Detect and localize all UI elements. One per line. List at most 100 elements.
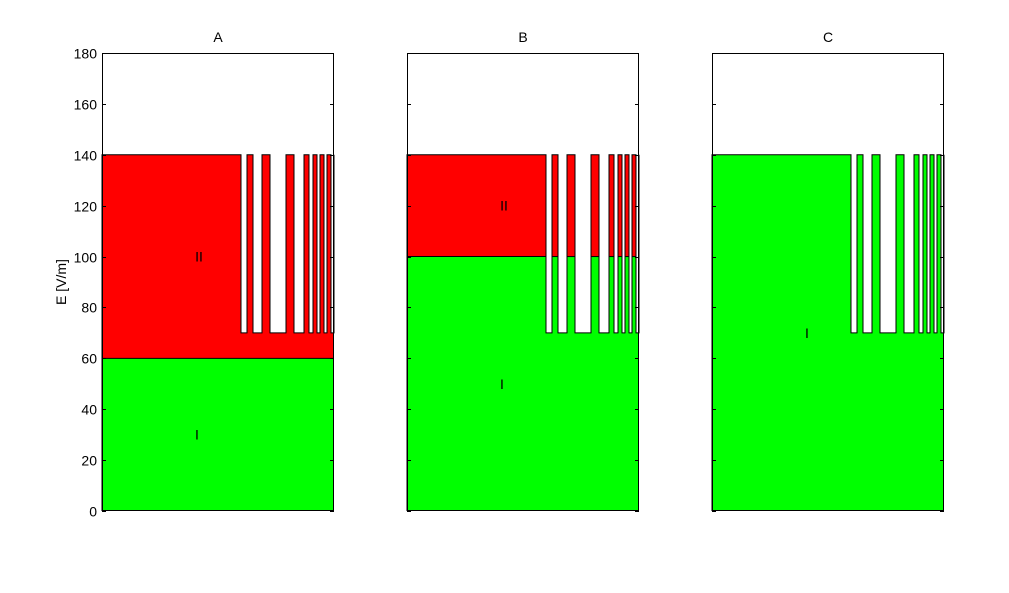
zone-i-area [609,256,614,511]
zone-i-area [575,332,591,511]
zone-label: I [195,427,199,443]
zone-ii-area [102,154,241,359]
zone-ii-area [327,154,331,359]
zone-ii-area [552,154,558,257]
zone-i-area [253,358,262,511]
zone-label: I [805,325,809,341]
zone-ii-area [270,332,286,359]
zone-i-area [324,358,327,511]
zone-i-area [546,332,552,511]
zone-i-area [247,358,253,511]
zone-ii-area [324,332,327,359]
zone-i-area [102,358,241,511]
zone-i-area [599,332,609,511]
zone-i-area [407,256,546,511]
zone-i-area [262,358,270,511]
zone-i-area [558,332,567,511]
zone-i-area [327,358,331,511]
zone-i-area [857,154,863,511]
zone-i-area [632,256,636,511]
zone-i-area [919,332,923,511]
zone-ii-area [294,332,304,359]
zone-i-area [941,332,944,511]
zone-i-area [552,256,558,511]
zone-i-area [880,332,896,511]
zone-ii-area [262,154,270,359]
zone-i-area [636,332,639,511]
y-tick-label: 60 [81,351,97,367]
panel-title: A [213,29,223,45]
y-tick-label: 120 [74,199,98,215]
zone-i-area [304,358,309,511]
axes-frame [102,53,334,511]
zone-i-area [863,332,872,511]
zone-ii-area [317,332,320,359]
zone-i-area [923,154,927,511]
y-tick-label: 80 [81,300,97,316]
zone-ii-area [625,154,629,257]
zone-ii-area [313,154,317,359]
zone-i-area [567,256,575,511]
panel-c: CI [711,29,945,512]
zone-i-area [930,154,934,511]
zone-i-area [241,358,247,511]
zone-i-area [927,332,930,511]
zone-ii-area [331,332,334,359]
zone-i-area [313,358,317,511]
zone-ii-area [632,154,636,257]
zone-ii-area [567,154,575,257]
zone-i-area [896,154,904,511]
zone-ii-area [609,154,614,257]
zone-i-area [286,358,294,511]
zone-i-area [294,358,304,511]
y-tick-label: 40 [81,402,97,418]
zone-i-area [309,358,313,511]
zone-i-area [934,332,937,511]
y-tick-label: 180 [74,46,98,62]
zone-ii-area [247,154,253,359]
zone-ii-area [618,154,622,257]
zone-ii-area [241,332,247,359]
zone-ii-area [304,154,309,359]
y-tick-label: 160 [74,97,98,113]
y-axis-label: E [V/m] [53,259,69,305]
zone-label: II [195,249,203,265]
y-tick-label: 100 [74,250,98,266]
y-tick-label: 20 [81,453,97,469]
axes-frame [712,53,944,511]
zone-i-area [591,256,599,511]
zone-ii-area [286,154,294,359]
panel-title: C [823,29,833,45]
panel-title: B [518,29,527,45]
zone-i-area [618,256,622,511]
area-outline [711,154,945,511]
zone-i-area [629,332,632,511]
zone-ii-area [253,332,262,359]
zone-label: II [500,198,508,214]
zone-i-area [622,332,625,511]
zone-i-area [320,358,324,511]
zone-i-area [270,358,286,511]
area-outline [101,154,335,511]
zone-i-area [872,154,880,511]
zone-i-area [317,358,320,511]
zone-ii-area [407,154,546,257]
zone-i-area [625,256,629,511]
zone-i-area [712,154,851,511]
zone-ii-area [309,332,313,359]
zone-ii-area [320,154,324,359]
zone-i-area [331,358,334,511]
y-tick-label: 140 [74,148,98,164]
zone-i-area [937,154,941,511]
y-tick-label: 0 [89,504,97,520]
area-outline [406,154,640,511]
zone-label: I [500,376,504,392]
zone-i-area [851,332,857,511]
zone-i-area [914,154,919,511]
zone-i-area [904,332,914,511]
zone-i-area [614,332,618,511]
axes-frame [407,53,639,511]
